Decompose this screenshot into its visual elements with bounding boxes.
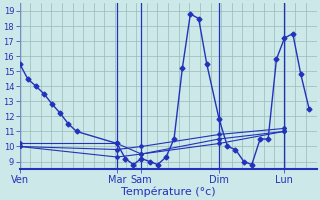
- X-axis label: Température (°c): Température (°c): [121, 186, 215, 197]
